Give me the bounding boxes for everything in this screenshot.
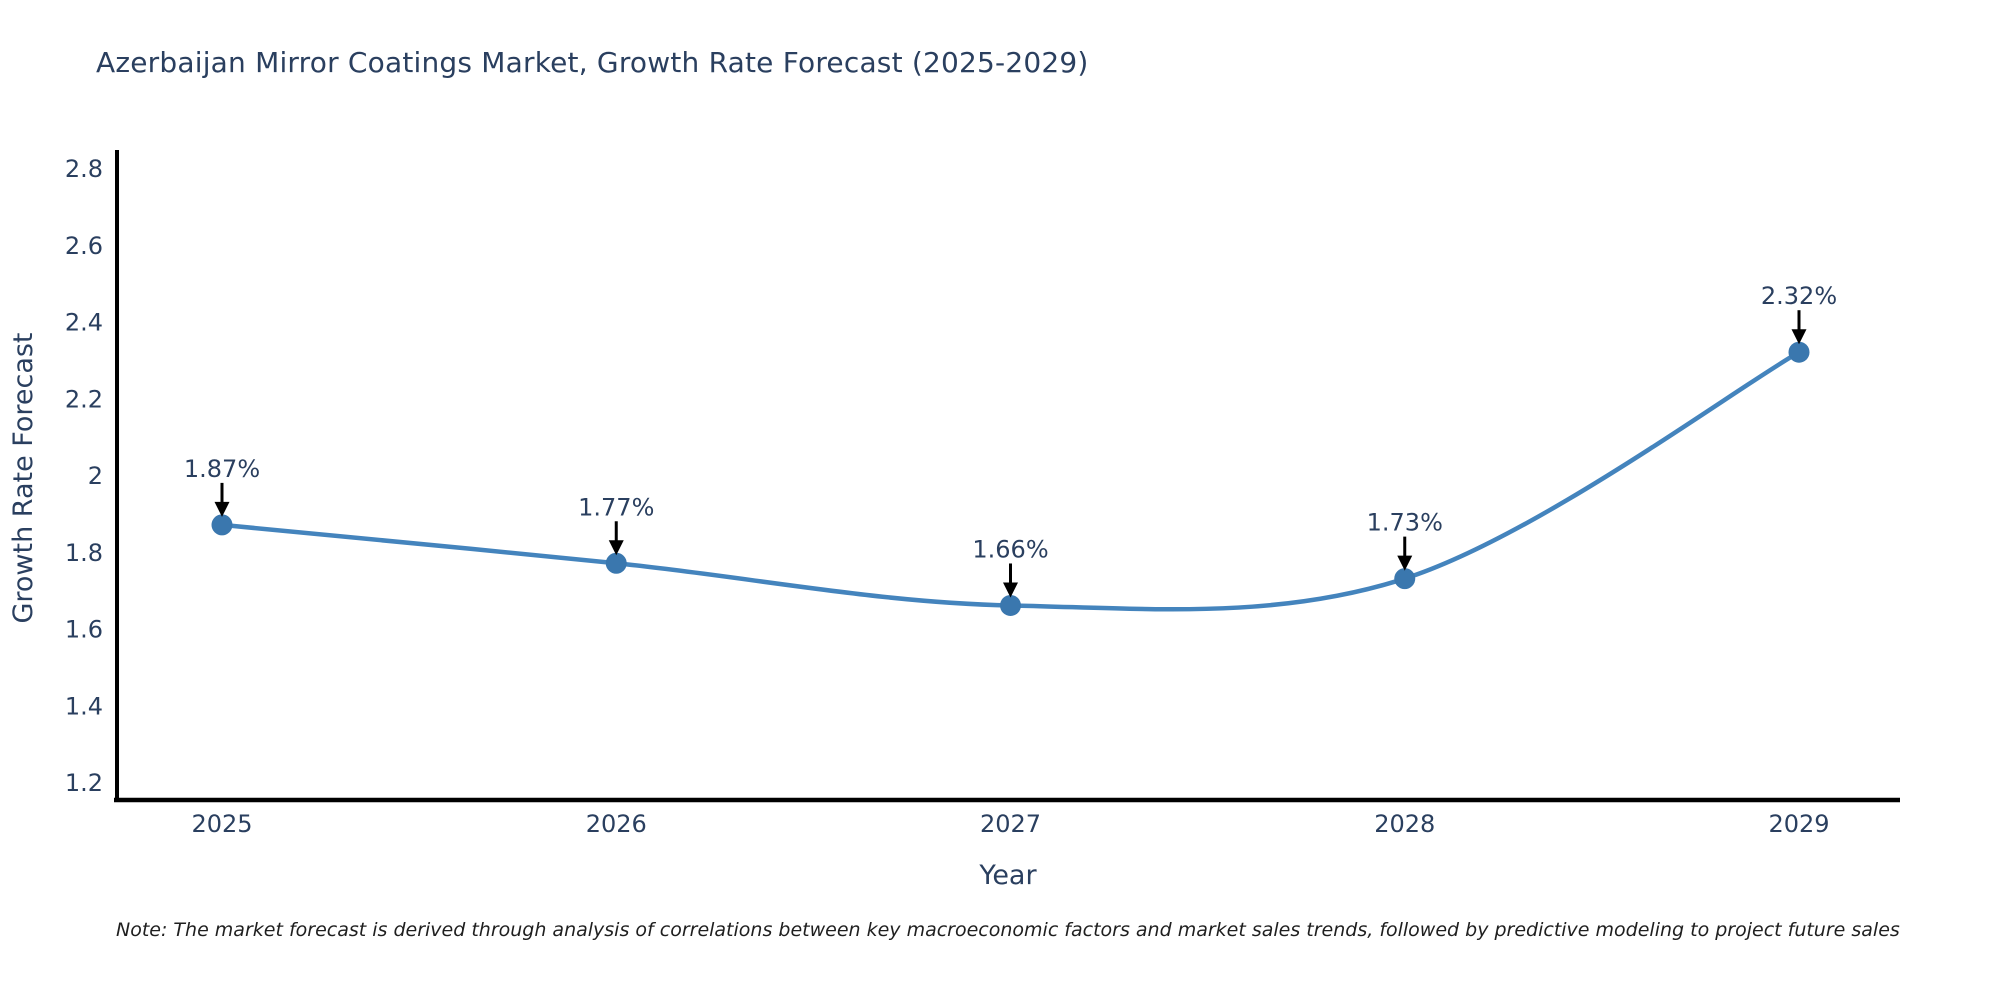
data-point bbox=[211, 514, 233, 536]
y-tick-label: 2.6 bbox=[65, 232, 103, 260]
x-tick-label: 2029 bbox=[1768, 810, 1829, 838]
y-tick-label: 2 bbox=[88, 462, 103, 490]
y-tick-label: 2.8 bbox=[65, 155, 103, 183]
annotation-arrowhead bbox=[214, 501, 230, 517]
data-point bbox=[1788, 341, 1810, 363]
x-tick-label: 2027 bbox=[980, 810, 1041, 838]
point-value-label: 2.32% bbox=[1761, 282, 1837, 310]
point-value-label: 1.66% bbox=[972, 535, 1048, 563]
y-tick-label: 1.8 bbox=[65, 539, 103, 567]
y-tick-label: 1.6 bbox=[65, 616, 103, 644]
y-axis-title: Growth Rate Forecast bbox=[8, 332, 39, 623]
y-tick-label: 1.4 bbox=[65, 692, 103, 720]
annotation-arrowhead bbox=[1003, 582, 1018, 598]
footnote: Note: The market forecast is derived thr… bbox=[116, 919, 1900, 941]
y-tick-label: 2.4 bbox=[65, 309, 103, 337]
x-axis-title: Year bbox=[978, 860, 1037, 891]
data-point bbox=[605, 552, 627, 574]
annotation-arrowhead bbox=[1791, 329, 1807, 345]
point-value-label: 1.77% bbox=[578, 493, 654, 521]
y-tick-label: 2.2 bbox=[65, 385, 103, 413]
chart-title: Azerbaijan Mirror Coatings Market, Growt… bbox=[96, 46, 1089, 79]
annotation-arrowhead bbox=[608, 540, 624, 556]
data-point bbox=[1000, 594, 1021, 616]
y-tick-label: 1.2 bbox=[65, 769, 103, 797]
point-value-label: 1.73% bbox=[1367, 509, 1443, 537]
x-tick-label: 2026 bbox=[586, 810, 647, 838]
point-value-label: 1.87% bbox=[184, 455, 260, 483]
annotation-arrowhead bbox=[1397, 555, 1413, 571]
x-tick-label: 2028 bbox=[1374, 810, 1435, 838]
x-tick-label: 2025 bbox=[191, 810, 252, 838]
data-point bbox=[1394, 568, 1416, 590]
